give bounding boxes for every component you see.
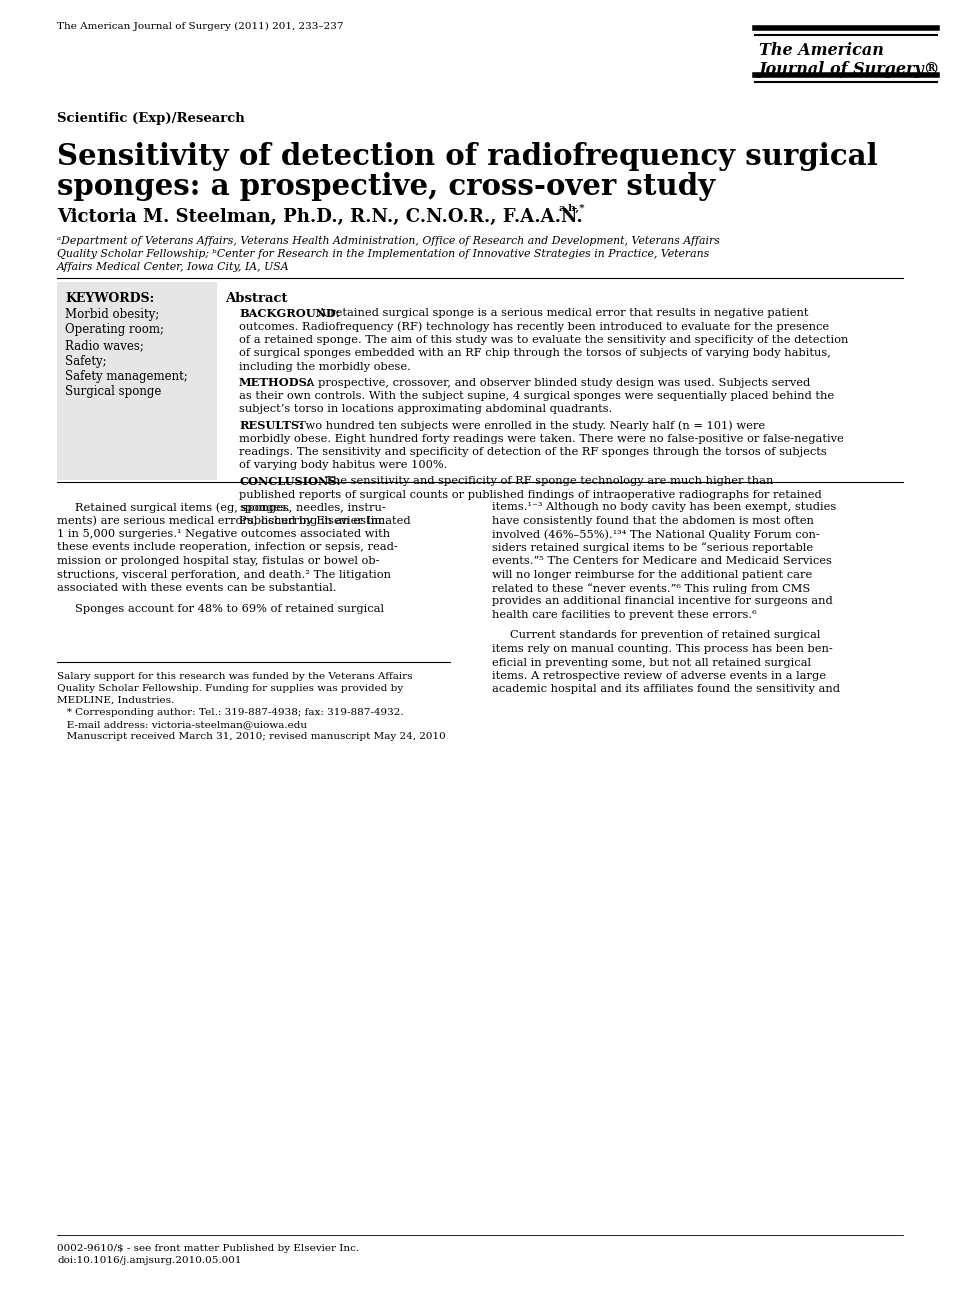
Text: doi:10.1016/j.amjsurg.2010.05.001: doi:10.1016/j.amjsurg.2010.05.001 — [57, 1256, 242, 1265]
Text: provides an additional financial incentive for surgeons and: provides an additional financial incenti… — [492, 596, 832, 606]
Text: a,b,*: a,b,* — [559, 204, 586, 213]
Text: Manuscript received March 31, 2010; revised manuscript May 24, 2010: Manuscript received March 31, 2010; revi… — [57, 731, 445, 740]
Text: Operating room;: Operating room; — [65, 324, 164, 337]
Text: Quality Scholar Fellowship. Funding for supplies was provided by: Quality Scholar Fellowship. Funding for … — [57, 684, 403, 693]
Text: Quality Scholar Fellowship; ᵇCenter for Research in the Implementation of Innova: Quality Scholar Fellowship; ᵇCenter for … — [57, 249, 709, 259]
Text: KEYWORDS:: KEYWORDS: — [65, 292, 155, 304]
Text: including the morbidly obese.: including the morbidly obese. — [239, 362, 411, 372]
Text: health care facilities to prevent these errors.⁶: health care facilities to prevent these … — [492, 610, 756, 620]
Text: Victoria M. Steelman, Ph.D., R.N., C.N.O.R., F.A.A.N.: Victoria M. Steelman, Ph.D., R.N., C.N.O… — [57, 208, 583, 226]
Text: 0002-9610/$ - see front matter Published by Elsevier Inc.: 0002-9610/$ - see front matter Published… — [57, 1244, 359, 1253]
Text: ments) are serious medical errors, occurring in an estimated: ments) are serious medical errors, occur… — [57, 516, 411, 526]
Text: outcomes. Radiofrequency (RF) technology has recently been introduced to evaluat: outcomes. Radiofrequency (RF) technology… — [239, 321, 829, 332]
Text: items rely on manual counting. This process has been ben-: items rely on manual counting. This proc… — [492, 644, 832, 654]
Text: siders retained surgical items to be “serious reportable: siders retained surgical items to be “se… — [492, 543, 813, 553]
Text: sponges: a prospective, cross-over study: sponges: a prospective, cross-over study — [57, 172, 715, 201]
Bar — [57, 283, 217, 480]
Text: MEDLINE, Industries.: MEDLINE, Industries. — [57, 697, 175, 706]
Text: Sponges account for 48% to 69% of retained surgical: Sponges account for 48% to 69% of retain… — [75, 604, 384, 614]
Text: The sensitivity and specificity of RF sponge technology are much higher than: The sensitivity and specificity of RF sp… — [318, 476, 774, 486]
Text: Salary support for this research was funded by the Veterans Affairs: Salary support for this research was fun… — [57, 672, 413, 681]
Text: Abstract: Abstract — [225, 292, 287, 304]
Text: of surgical sponges embedded with an RF chip through the torsos of subjects of v: of surgical sponges embedded with an RF … — [239, 348, 830, 359]
Text: Safety management;: Safety management; — [65, 370, 188, 383]
Text: CONCLUSIONS:: CONCLUSIONS: — [239, 476, 341, 488]
Text: Surgical sponge: Surgical sponge — [65, 386, 161, 399]
Text: Affairs Medical Center, Iowa City, IA, USA: Affairs Medical Center, Iowa City, IA, U… — [57, 262, 290, 272]
Text: have consistently found that the abdomen is most often: have consistently found that the abdomen… — [492, 516, 814, 525]
Text: related to these “never events.”⁶ This ruling from CMS: related to these “never events.”⁶ This r… — [492, 583, 810, 593]
Text: RESULTS:: RESULTS: — [239, 421, 303, 431]
Text: Morbid obesity;: Morbid obesity; — [65, 308, 159, 321]
Text: academic hospital and its affiliates found the sensitivity and: academic hospital and its affiliates fou… — [492, 685, 840, 694]
Text: Sensitivity of detection of radiofrequency surgical: Sensitivity of detection of radiofrequen… — [57, 142, 877, 172]
Text: of varying body habitus were 100%.: of varying body habitus were 100%. — [239, 461, 447, 471]
Text: * Corresponding author: Tel.: 319-887-4938; fax: 319-887-4932.: * Corresponding author: Tel.: 319-887-49… — [57, 708, 403, 717]
Text: ᵃDepartment of Veterans Affairs, Veterans Health Administration, Office of Resea: ᵃDepartment of Veterans Affairs, Veteran… — [57, 236, 720, 246]
Text: Journal of Surgery®: Journal of Surgery® — [759, 61, 941, 77]
Text: eficial in preventing some, but not all retained surgical: eficial in preventing some, but not all … — [492, 658, 811, 667]
Text: events.”⁵ The Centers for Medicare and Medicaid Services: events.”⁵ The Centers for Medicare and M… — [492, 556, 832, 566]
Text: Two hundred ten subjects were enrolled in the study. Nearly half (n = 101) were: Two hundred ten subjects were enrolled i… — [291, 421, 765, 431]
Text: Published by Elsevier Inc.: Published by Elsevier Inc. — [239, 516, 389, 526]
Text: items. A retrospective review of adverse events in a large: items. A retrospective review of adverse… — [492, 671, 826, 681]
Text: will no longer reimburse for the additional patient care: will no longer reimburse for the additio… — [492, 569, 812, 579]
Text: BACKGROUND:: BACKGROUND: — [239, 308, 340, 319]
Text: A prospective, crossover, and observer blinded study design was used. Subjects s: A prospective, crossover, and observer b… — [299, 378, 810, 387]
Text: these events include reoperation, infection or sepsis, read-: these events include reoperation, infect… — [57, 543, 397, 552]
Text: sponges.: sponges. — [239, 503, 290, 513]
Text: subject’s torso in locations approximating abdominal quadrants.: subject’s torso in locations approximati… — [239, 405, 612, 414]
Text: items.¹⁻³ Although no body cavity has been exempt, studies: items.¹⁻³ Although no body cavity has be… — [492, 502, 836, 512]
Text: A retained surgical sponge is a serious medical error that results in negative p: A retained surgical sponge is a serious … — [311, 308, 808, 319]
Text: associated with these events can be substantial.: associated with these events can be subs… — [57, 583, 337, 593]
Text: E-mail address: victoria-steelman@uiowa.edu: E-mail address: victoria-steelman@uiowa.… — [57, 720, 307, 729]
Text: Retained surgical items (eg, sponges, needles, instru-: Retained surgical items (eg, sponges, ne… — [75, 502, 386, 512]
Text: Safety;: Safety; — [65, 355, 107, 368]
Text: The American: The American — [759, 43, 884, 59]
Text: structions, visceral perforation, and death.² The litigation: structions, visceral perforation, and de… — [57, 569, 391, 579]
Text: METHODS:: METHODS: — [239, 378, 312, 388]
Text: of a retained sponge. The aim of this study was to evaluate the sensitivity and : of a retained sponge. The aim of this st… — [239, 335, 849, 344]
Text: Current standards for prevention of retained surgical: Current standards for prevention of reta… — [510, 631, 821, 641]
Text: as their own controls. With the subject supine, 4 surgical sponges were sequenti: as their own controls. With the subject … — [239, 391, 834, 401]
Text: Radio waves;: Radio waves; — [65, 339, 144, 352]
Text: Scientific (Exp)/Research: Scientific (Exp)/Research — [57, 112, 245, 125]
Text: 1 in 5,000 surgeries.¹ Negative outcomes associated with: 1 in 5,000 surgeries.¹ Negative outcomes… — [57, 529, 390, 539]
Text: The American Journal of Surgery (2011) 201, 233–237: The American Journal of Surgery (2011) 2… — [57, 22, 344, 31]
Text: published reports of surgical counts or published findings of intraoperative rad: published reports of surgical counts or … — [239, 489, 822, 499]
Text: morbidly obese. Eight hundred forty readings were taken. There were no false-pos: morbidly obese. Eight hundred forty read… — [239, 433, 844, 444]
Text: involved (46%–55%).¹³⁴ The National Quality Forum con-: involved (46%–55%).¹³⁴ The National Qual… — [492, 529, 820, 539]
Text: readings. The sensitivity and specificity of detection of the RF sponges through: readings. The sensitivity and specificit… — [239, 448, 827, 457]
Text: mission or prolonged hospital stay, fistulas or bowel ob-: mission or prolonged hospital stay, fist… — [57, 556, 379, 566]
